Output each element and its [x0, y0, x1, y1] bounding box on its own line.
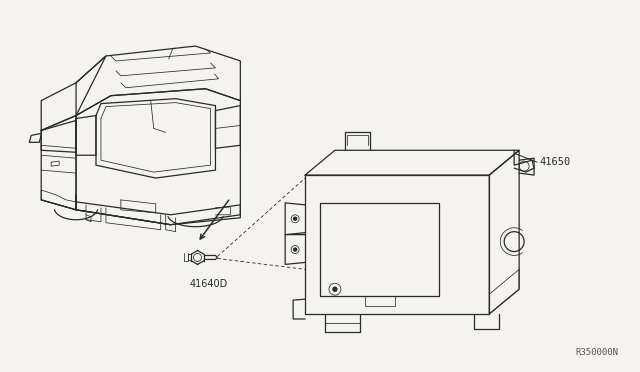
Text: R350000N: R350000N: [576, 348, 619, 357]
Circle shape: [294, 217, 296, 220]
Text: 41640D: 41640D: [189, 279, 228, 289]
Circle shape: [294, 248, 296, 251]
Circle shape: [333, 287, 337, 291]
Text: 41650: 41650: [539, 157, 570, 167]
